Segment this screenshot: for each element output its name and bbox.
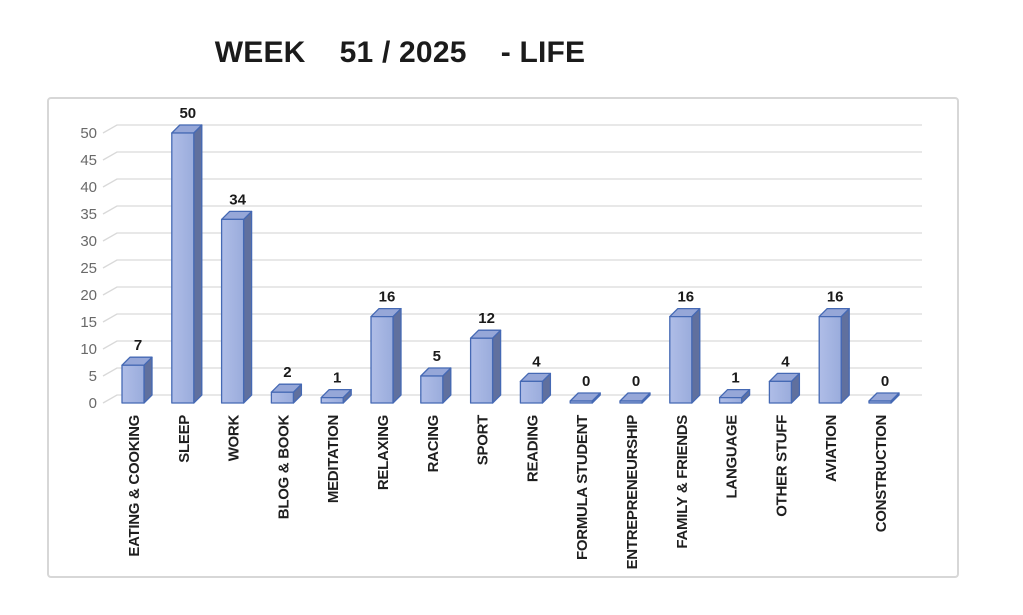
bar-front-face xyxy=(569,400,593,404)
bar-3d xyxy=(569,392,601,404)
bar-side-face xyxy=(193,124,203,404)
bar-front-face xyxy=(220,218,245,404)
bar-value-label: 0 xyxy=(582,373,590,390)
bar-front-face xyxy=(171,132,195,404)
bar-3d xyxy=(868,392,900,404)
bar-value-label: 0 xyxy=(881,373,889,390)
category-label: FAMILY & FRIENDS xyxy=(674,415,691,549)
category-label: MEDITATION xyxy=(325,415,342,503)
y-tick-label: 35 xyxy=(80,206,97,223)
bar-front-face xyxy=(768,380,793,404)
y-gridline xyxy=(102,394,922,404)
bar-side-face xyxy=(491,329,502,404)
category-label: WORK xyxy=(226,415,243,462)
y-gridline xyxy=(102,340,922,350)
bar-front-face xyxy=(420,375,444,404)
bar-3d xyxy=(519,372,552,404)
y-tick-label: 10 xyxy=(80,341,97,358)
bar-3d xyxy=(320,388,352,404)
bar-front-face xyxy=(818,315,842,404)
bar-front-face xyxy=(121,364,145,404)
bar-front-face xyxy=(519,380,544,404)
bar-3d xyxy=(420,367,452,404)
bar-3d xyxy=(818,307,850,404)
bar-value-label: 0 xyxy=(632,373,640,390)
bar-value-label: 50 xyxy=(179,105,196,122)
y-tick-label: 30 xyxy=(80,233,97,250)
y-gridline xyxy=(102,178,922,188)
y-tick-label: 5 xyxy=(89,368,97,385)
bar-front-face xyxy=(619,400,643,404)
bar-3d xyxy=(220,210,253,404)
bar-value-label: 2 xyxy=(283,364,291,381)
bar-front-face xyxy=(868,400,892,404)
y-gridline xyxy=(102,259,922,269)
bar-3d xyxy=(469,329,502,404)
category-label: BLOG & BOOK xyxy=(275,415,292,520)
bar-value-label: 4 xyxy=(781,353,790,370)
y-tick-label: 50 xyxy=(80,125,97,142)
category-label: SLEEP xyxy=(176,415,193,463)
y-gridline xyxy=(102,232,922,242)
category-label: FORMULA STUDENT xyxy=(574,415,591,560)
bar-3d xyxy=(768,372,801,404)
y-gridline xyxy=(102,367,922,377)
bar-value-label: 5 xyxy=(433,348,441,365)
bar-front-face xyxy=(320,396,344,404)
bar-value-label: 4 xyxy=(532,353,541,370)
bar-value-label: 16 xyxy=(379,289,396,306)
bar-front-face xyxy=(669,315,693,404)
bar-side-face xyxy=(691,307,701,404)
bar-front-face xyxy=(718,396,743,404)
bar-value-label: 1 xyxy=(731,370,739,387)
y-gridline xyxy=(102,286,922,296)
bar-value-label: 16 xyxy=(827,289,844,306)
y-gridline xyxy=(102,124,922,134)
y-gridline xyxy=(102,205,922,215)
bar-value-label: 7 xyxy=(134,337,142,354)
bar-value-label: 16 xyxy=(677,289,694,306)
y-tick-label: 0 xyxy=(89,395,97,412)
bar-side-face xyxy=(242,210,253,404)
category-label: OTHER STUFF xyxy=(773,415,790,517)
bar-3d xyxy=(121,356,153,404)
category-label: ENTREPRENEURSHIP xyxy=(624,415,641,570)
bar-3d xyxy=(669,307,701,404)
bar-side-face xyxy=(392,307,402,404)
bar-front-face xyxy=(469,337,494,404)
category-label: RELAXING xyxy=(375,415,392,490)
category-label: CONSTRUCTION xyxy=(873,415,890,532)
y-tick-label: 45 xyxy=(80,152,97,169)
bar-3d xyxy=(270,383,303,404)
y-tick-label: 15 xyxy=(80,314,97,331)
bar-value-label: 34 xyxy=(229,191,246,208)
y-tick-label: 40 xyxy=(80,179,97,196)
y-gridline xyxy=(102,151,922,161)
bar-front-face xyxy=(370,315,394,404)
category-label: READING xyxy=(524,415,541,482)
bar-3d xyxy=(171,124,203,404)
y-gridline xyxy=(102,313,922,323)
chart-title: WEEK 51 / 2025 - LIFE xyxy=(214,36,586,69)
bar-3d xyxy=(619,392,651,404)
bar-value-label: 12 xyxy=(478,310,495,327)
bar-3d xyxy=(718,388,751,404)
bar-value-label: 1 xyxy=(333,370,341,387)
category-label: EATING & COOKING xyxy=(126,415,143,557)
category-label: LANGUAGE xyxy=(724,415,741,499)
bar-side-face xyxy=(840,307,850,404)
category-label: RACING xyxy=(425,415,442,472)
category-label: SPORT xyxy=(475,415,492,465)
bar-front-face xyxy=(270,391,295,404)
y-tick-label: 25 xyxy=(80,260,97,277)
y-tick-label: 20 xyxy=(80,287,97,304)
category-label: AVIATION xyxy=(823,415,840,482)
bar-3d xyxy=(370,307,402,404)
